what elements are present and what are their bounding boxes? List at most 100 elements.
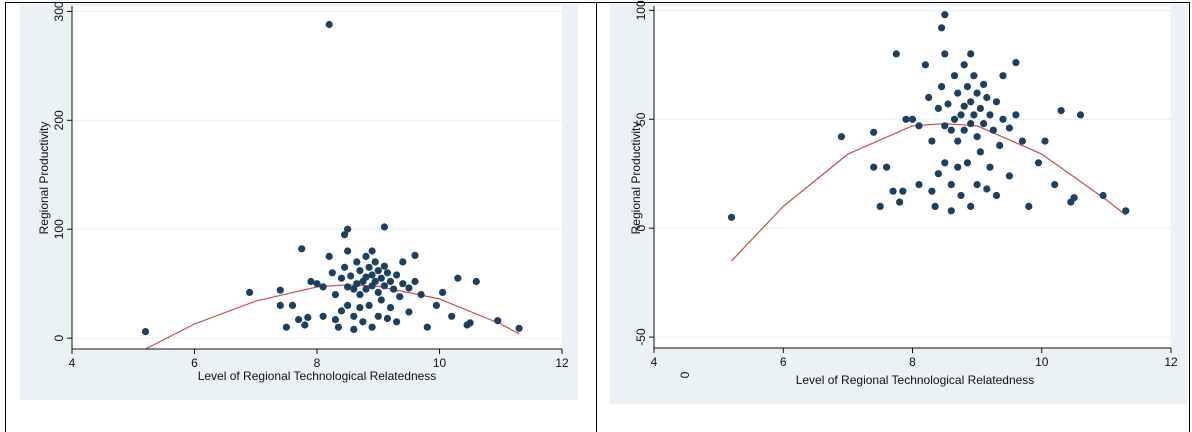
scatter-point	[454, 274, 462, 282]
scatter-point	[889, 187, 897, 195]
scatter-point	[472, 277, 480, 286]
scatter-point	[331, 291, 339, 299]
stray-zero-label: 0	[678, 371, 692, 378]
scatter-point	[319, 312, 327, 320]
scatter-point	[883, 163, 891, 171]
scatter-point	[356, 304, 364, 312]
x-tick-label: 10	[1035, 355, 1049, 369]
scatter-point	[344, 225, 352, 233]
scatter-point	[341, 231, 349, 239]
scatter-point	[941, 122, 949, 130]
gridlines-left	[72, 10, 562, 339]
y-tick-label: 100	[52, 219, 66, 239]
scatter-point	[934, 104, 943, 112]
scatter-point	[380, 282, 388, 290]
scatter-point	[1034, 159, 1043, 167]
scatter-point	[353, 280, 361, 288]
scatter-point	[970, 72, 978, 80]
scatter-point	[1012, 59, 1020, 67]
scatter-point	[973, 89, 981, 97]
scatter-point	[350, 325, 358, 333]
scatter-point	[941, 11, 949, 19]
scatter-point	[362, 273, 370, 281]
scatter-point	[494, 317, 502, 325]
scatter-point	[870, 163, 878, 171]
scatter-point	[980, 80, 988, 88]
scatter-point	[976, 148, 985, 156]
plot-area-left	[72, 6, 562, 349]
scatter-point	[325, 252, 333, 260]
scatter-point	[374, 288, 382, 296]
axes-left: 0 100 200 300 4 6 8 10 12	[52, 1, 569, 370]
scatter-point	[837, 133, 846, 141]
scatter-point	[941, 159, 949, 167]
x-tick-label: 4	[651, 355, 658, 369]
scatter-point	[892, 50, 900, 58]
x-tick-label: 6	[191, 356, 198, 370]
scatter-point	[282, 323, 290, 331]
scatter-point	[999, 115, 1007, 123]
scatter-point	[992, 191, 1001, 200]
scatter-point	[980, 120, 988, 128]
scatter-point	[950, 115, 959, 123]
y-tick-label: 0	[634, 225, 648, 232]
x-tick-label: 12	[1164, 355, 1178, 369]
scatter-point	[344, 301, 352, 309]
scatter-point	[1122, 207, 1130, 215]
scatter-point	[390, 285, 398, 293]
scatter-point	[954, 89, 962, 97]
scatter-point	[337, 274, 346, 282]
scatter-point	[141, 328, 150, 336]
scatter-point	[411, 277, 419, 286]
x-tick-label: 4	[69, 356, 76, 370]
scatter-point	[380, 262, 388, 270]
scatter-point	[976, 104, 985, 112]
scatter-point	[374, 267, 382, 275]
scatter-point	[950, 72, 959, 80]
x-tick-label: 6	[780, 355, 787, 369]
scatter-point	[347, 272, 355, 280]
scatter-point	[947, 181, 955, 189]
scatter-point	[986, 163, 994, 171]
scatter-point	[313, 280, 321, 288]
scatter-point	[925, 93, 933, 102]
scatter-point	[298, 245, 306, 253]
scatter-point	[365, 301, 373, 309]
plot-area-right	[654, 6, 1171, 348]
scatter-point	[362, 285, 370, 293]
scatter-point	[344, 247, 352, 255]
table-border-middle	[596, 2, 597, 432]
scatter-point	[1070, 194, 1078, 202]
y-tick-label: 300	[52, 1, 66, 21]
scatter-point	[405, 284, 413, 292]
scatter-point	[344, 283, 352, 291]
scatter-point	[963, 83, 972, 91]
scatter-point	[908, 115, 917, 123]
scatter-point	[1025, 202, 1033, 210]
scatter-point	[960, 61, 968, 69]
x-tick-label: 10	[433, 356, 447, 370]
y-tick-label: 0	[52, 334, 66, 341]
scatter-point	[960, 102, 968, 110]
x-tick-label: 12	[555, 356, 569, 370]
scatter-point	[288, 301, 297, 309]
scatter-points-right	[727, 11, 1130, 221]
scatter-point	[1057, 107, 1065, 115]
scatter-point	[399, 280, 407, 288]
y-tick-label: 50	[634, 112, 648, 126]
scatter-point	[983, 185, 991, 193]
scatter-point	[304, 313, 312, 321]
scatter-point	[992, 98, 1001, 106]
scatter-point	[356, 267, 364, 275]
scatter-point	[947, 126, 955, 134]
scatter-point	[996, 141, 1004, 149]
y-tick-label: 100	[634, 0, 648, 20]
scatter-point	[931, 202, 939, 210]
scatter-point	[307, 277, 315, 286]
scatter-point	[276, 301, 284, 309]
scatter-point	[362, 252, 370, 260]
scatter-point	[915, 181, 923, 189]
scatter-point	[393, 271, 401, 279]
scatter-point	[417, 291, 425, 299]
